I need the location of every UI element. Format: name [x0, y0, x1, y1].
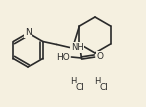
Text: Cl: Cl	[100, 83, 108, 92]
Text: HO: HO	[56, 53, 69, 62]
Text: H: H	[70, 77, 76, 86]
Text: NH: NH	[71, 43, 84, 52]
Text: N: N	[25, 28, 31, 37]
Text: O: O	[96, 51, 103, 60]
Text: H: H	[94, 77, 100, 86]
Text: Cl: Cl	[76, 83, 84, 92]
